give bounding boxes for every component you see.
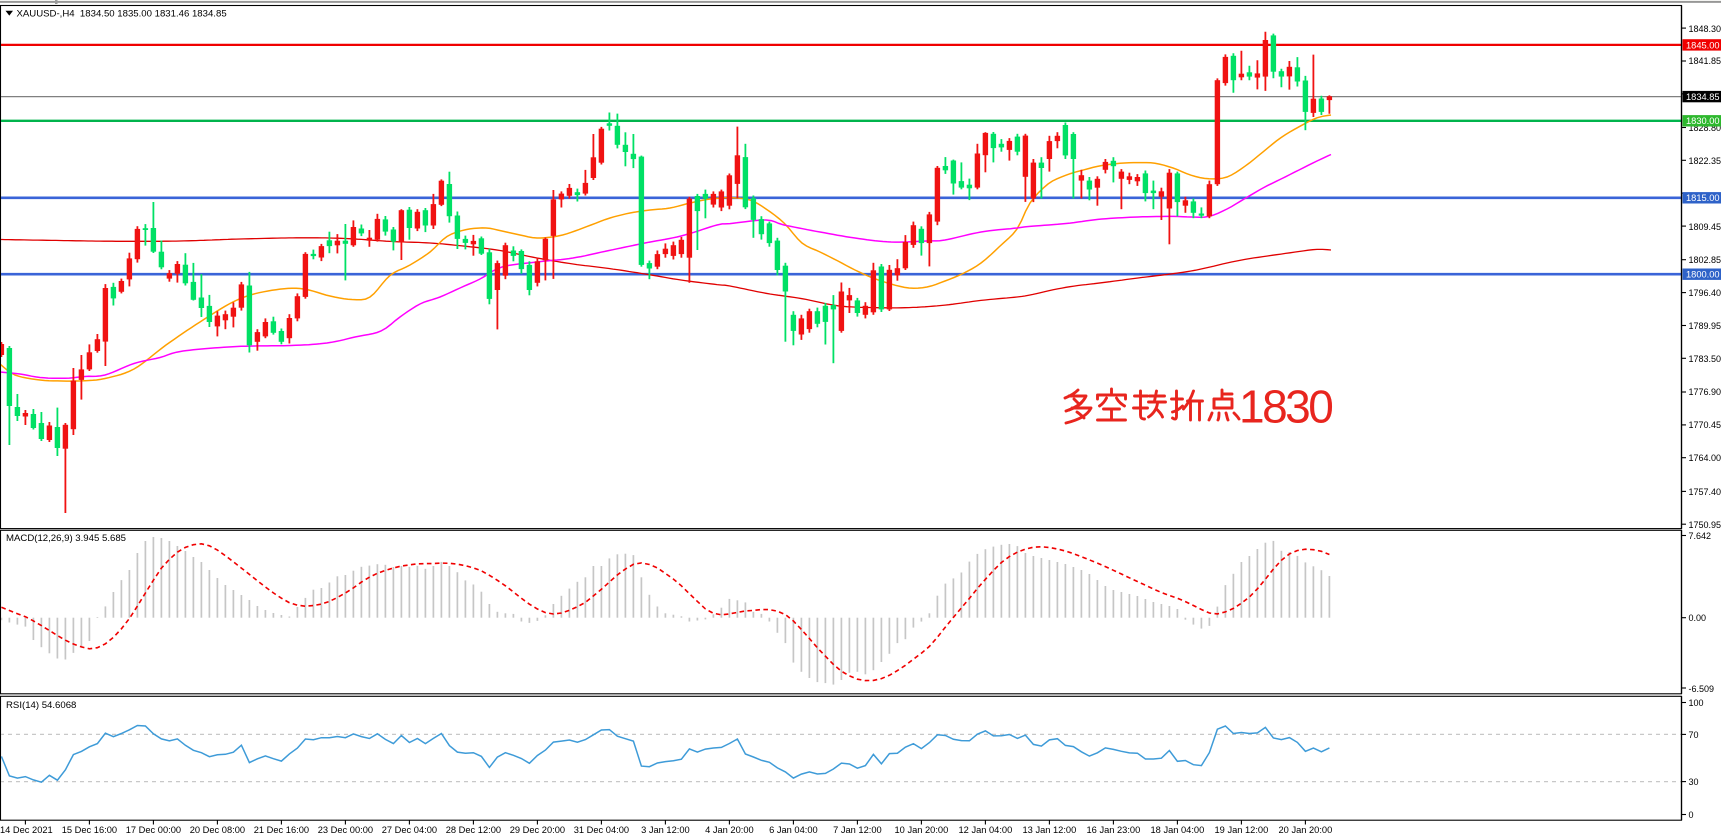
svg-text:1802.85: 1802.85 bbox=[1689, 255, 1721, 265]
svg-text:XAUUSD-,H4 1834.50 1835.00 18: XAUUSD-,H4 1834.50 1835.00 1831.46 1834.… bbox=[17, 8, 227, 19]
svg-text:19 Jan 12:00: 19 Jan 12:00 bbox=[1215, 825, 1269, 835]
svg-text:28 Dec 12:00: 28 Dec 12:00 bbox=[446, 825, 501, 835]
svg-text:1796.40: 1796.40 bbox=[1689, 288, 1721, 298]
svg-text:15 Dec 16:00: 15 Dec 16:00 bbox=[62, 825, 117, 835]
svg-text:20 Jan 20:00: 20 Jan 20:00 bbox=[1279, 825, 1333, 835]
svg-text:17 Dec 00:00: 17 Dec 00:00 bbox=[126, 825, 181, 835]
svg-text:0.00: 0.00 bbox=[1689, 613, 1707, 623]
svg-text:1845.00: 1845.00 bbox=[1686, 40, 1720, 50]
svg-text:7.642: 7.642 bbox=[1689, 531, 1712, 541]
svg-text:100: 100 bbox=[1689, 698, 1704, 708]
svg-text:1830: 1830 bbox=[1239, 381, 1332, 433]
svg-text:1834.85: 1834.85 bbox=[1686, 92, 1720, 102]
svg-text:31 Dec 04:00: 31 Dec 04:00 bbox=[574, 825, 629, 835]
svg-text:1789.95: 1789.95 bbox=[1689, 321, 1721, 331]
svg-text:0: 0 bbox=[1689, 810, 1694, 820]
svg-text:70: 70 bbox=[1689, 730, 1699, 740]
svg-text:1809.45: 1809.45 bbox=[1689, 222, 1721, 232]
svg-text:MACD(12,26,9) 3.945 5.685: MACD(12,26,9) 3.945 5.685 bbox=[6, 533, 126, 544]
svg-text:1770.45: 1770.45 bbox=[1689, 420, 1721, 430]
svg-text:1757.40: 1757.40 bbox=[1689, 487, 1721, 497]
svg-text:3 Jan 12:00: 3 Jan 12:00 bbox=[641, 825, 690, 835]
svg-text:29 Dec 20:00: 29 Dec 20:00 bbox=[510, 825, 565, 835]
svg-text:23 Dec 00:00: 23 Dec 00:00 bbox=[318, 825, 373, 835]
svg-text:1848.30: 1848.30 bbox=[1689, 24, 1721, 34]
svg-text:1830.00: 1830.00 bbox=[1686, 116, 1720, 126]
svg-text:1750.95: 1750.95 bbox=[1689, 520, 1721, 530]
svg-text:6 Jan 04:00: 6 Jan 04:00 bbox=[769, 825, 818, 835]
svg-text:1841.85: 1841.85 bbox=[1689, 56, 1721, 66]
svg-text:14 Dec 2021: 14 Dec 2021 bbox=[0, 825, 53, 835]
svg-text:7 Jan 12:00: 7 Jan 12:00 bbox=[833, 825, 882, 835]
svg-text:1776.90: 1776.90 bbox=[1689, 387, 1721, 397]
svg-text:27 Dec 04:00: 27 Dec 04:00 bbox=[382, 825, 437, 835]
svg-text:20 Dec 08:00: 20 Dec 08:00 bbox=[190, 825, 245, 835]
svg-text:1764.00: 1764.00 bbox=[1689, 453, 1721, 463]
svg-text:18 Jan 04:00: 18 Jan 04:00 bbox=[1151, 825, 1205, 835]
svg-text:1815.00: 1815.00 bbox=[1686, 193, 1720, 203]
svg-text:16 Jan 23:00: 16 Jan 23:00 bbox=[1087, 825, 1141, 835]
svg-text:1822.35: 1822.35 bbox=[1689, 156, 1721, 166]
svg-text:30: 30 bbox=[1689, 777, 1699, 787]
svg-text:1783.50: 1783.50 bbox=[1689, 354, 1721, 364]
svg-text:12 Jan 04:00: 12 Jan 04:00 bbox=[959, 825, 1013, 835]
svg-text:1828.80: 1828.80 bbox=[1689, 123, 1721, 133]
svg-text:10 Jan 20:00: 10 Jan 20:00 bbox=[895, 825, 949, 835]
svg-text:13 Jan 12:00: 13 Jan 12:00 bbox=[1023, 825, 1077, 835]
svg-text:RSI(14) 54.6068: RSI(14) 54.6068 bbox=[6, 700, 76, 711]
svg-text:21 Dec 16:00: 21 Dec 16:00 bbox=[254, 825, 309, 835]
svg-text:1800.00: 1800.00 bbox=[1686, 270, 1720, 280]
svg-text:4 Jan 20:00: 4 Jan 20:00 bbox=[705, 825, 754, 835]
svg-text:-6.509: -6.509 bbox=[1689, 684, 1715, 694]
